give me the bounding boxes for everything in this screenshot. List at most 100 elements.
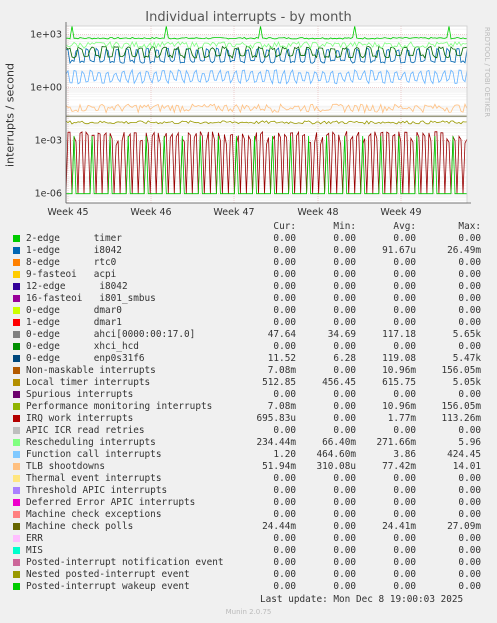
legend-label: Spurious interrupts (26, 389, 134, 400)
legend-swatch (13, 295, 20, 302)
legend-cur-value: 0.00 (273, 245, 296, 256)
legend-min-value: 0.00 (333, 497, 356, 508)
legend-label: TLB shootdowns (26, 461, 106, 472)
legend-row: Threshold APIC interrupts 0.00 0.00 0.00 0.0… (0, 485, 497, 497)
legend-min-value: 0.00 (333, 581, 356, 592)
legend-label: MIS (26, 545, 43, 556)
y-tick-label: 1e-03 (35, 136, 62, 147)
legend-min-value: 0.00 (333, 569, 356, 580)
x-tick-label: Week 47 (213, 207, 254, 218)
legend-swatch (13, 283, 20, 290)
legend-cur-value: 0.00 (273, 281, 296, 292)
legend-avg-value: 117.18 (382, 329, 416, 340)
legend-cur-value: 7.08m (267, 365, 296, 376)
legend-avg-value: 0.00 (393, 305, 416, 316)
legend-cur-value: 234.44m (256, 437, 296, 448)
legend-cur-value: 0.00 (273, 257, 296, 268)
legend-row: Spurious interrupts 0.00 0.00 0.00 0.00 (0, 389, 497, 401)
legend-cur-value: 0.00 (273, 581, 296, 592)
legend-cur-value: 0.00 (273, 389, 296, 400)
legend-row: 0-edge ahci[0000:00:17.0] 47.64 34.69 117.1… (0, 329, 497, 341)
legend-min-value: 310.08u (316, 461, 356, 472)
legend-label: 12-edge i8042 (26, 281, 128, 292)
legend-avg-value: 119.08 (382, 353, 416, 364)
legend-max-value: 0.00 (458, 581, 481, 592)
legend-min-value: 464.60m (316, 449, 356, 460)
legend-header-avg: Avg: (393, 221, 416, 232)
x-tick-label: Week 46 (130, 207, 171, 218)
legend-avg-value: 0.00 (393, 581, 416, 592)
legend-max-value: 0.00 (458, 269, 481, 280)
legend-label: 2-edge timer (26, 233, 122, 244)
legend-min-value: 0.00 (333, 545, 356, 556)
legend-min-value: 0.00 (333, 233, 356, 244)
legend-row: ERR 0.00 0.00 0.00 0.00 (0, 533, 497, 545)
legend-header-min: Min: (333, 221, 356, 232)
legend-row: Deferred Error APIC interrupts 0.00 0.00 0.… (0, 497, 497, 509)
legend-label: Machine check polls (26, 521, 134, 532)
legend-label: Local timer interrupts (26, 377, 151, 388)
legend-swatch (13, 391, 20, 398)
legend-cur-value: 0.00 (273, 509, 296, 520)
legend-swatch (13, 271, 20, 278)
legend-label: Function call interrupts (26, 449, 162, 460)
legend-avg-value: 0.00 (393, 473, 416, 484)
legend-avg-value: 24.41m (382, 521, 416, 532)
legend-min-value: 0.00 (333, 557, 356, 568)
legend-label: 8-edge rtc0 (26, 257, 117, 268)
legend-swatch (13, 259, 20, 266)
legend-row: 16-fasteoi i801_smbus 0.00 0.00 0.00 0.00 (0, 293, 497, 305)
legend-min-value: 0.00 (333, 389, 356, 400)
legend-cur-value: 24.44m (262, 521, 296, 532)
legend-min-value: 0.00 (333, 521, 356, 532)
legend-max-value: 0.00 (458, 281, 481, 292)
legend-cur-value: 0.00 (273, 425, 296, 436)
legend-max-value: 5.47k (452, 353, 481, 364)
legend-swatch (13, 319, 20, 326)
legend-max-value: 113.26m (441, 413, 481, 424)
legend-row: 12-edge i8042 0.00 0.00 0.00 0.00 (0, 281, 497, 293)
legend-swatch (13, 511, 20, 518)
legend-label: Posted-interrupt wakeup event (26, 581, 190, 592)
series-ahci (65, 45, 468, 60)
legend-avg-value: 0.00 (393, 509, 416, 520)
legend-max-value: 0.00 (458, 533, 481, 544)
legend-avg-value: 0.00 (393, 557, 416, 568)
legend-swatch (13, 439, 20, 446)
legend-min-value: 66.40m (322, 437, 356, 448)
legend-min-value: 0.00 (333, 509, 356, 520)
legend-max-value: 0.00 (458, 545, 481, 556)
legend-label: Deferred Error APIC interrupts (26, 497, 196, 508)
legend-swatch (13, 379, 20, 386)
legend-avg-value: 0.00 (393, 497, 416, 508)
legend-min-value: 456.45 (322, 377, 356, 388)
legend-avg-value: 0.00 (393, 485, 416, 496)
legend-label: 0-edge enp0s31f6 (26, 353, 145, 364)
legend-swatch (13, 499, 20, 506)
legend-min-value: 0.00 (333, 317, 356, 328)
x-tick-label: Week 49 (380, 207, 421, 218)
legend-max-value: 156.05m (441, 365, 481, 376)
legend-min-value: 6.28 (333, 353, 356, 364)
legend-max-value: 0.00 (458, 425, 481, 436)
legend-swatch (13, 583, 20, 590)
legend-avg-value: 0.00 (393, 233, 416, 244)
legend-label: Nested posted-interrupt event (26, 569, 190, 580)
legend-max-value: 0.00 (458, 305, 481, 316)
legend-cur-value: 0.00 (273, 485, 296, 496)
legend-label: ERR (26, 533, 43, 544)
chart-plot: 1e+03 1e+00 1e-03 1e-06 Week 45 Week 46 Week 4… (30, 22, 471, 218)
legend-avg-value: 1.77m (387, 413, 416, 424)
legend-swatch (13, 307, 20, 314)
legend-row: Machine check polls 24.44m 0.00 24.41m 27.09… (0, 521, 497, 533)
legend-swatch (13, 415, 20, 422)
legend-cur-value: 0.00 (273, 557, 296, 568)
legend-row: Rescheduling interrupts 234.44m 66.40m 271.… (0, 437, 497, 449)
chart-title: Individual interrupts - by month (145, 10, 352, 25)
legend-cur-value: 0.00 (273, 233, 296, 244)
legend-row: 9-fasteoi acpi 0.00 0.00 0.00 0.00 (0, 269, 497, 281)
series-enp0s31f6 (65, 47, 468, 65)
legend-avg-value: 0.00 (393, 281, 416, 292)
legend-swatch (13, 451, 20, 458)
legend-avg-value: 0.00 (393, 317, 416, 328)
